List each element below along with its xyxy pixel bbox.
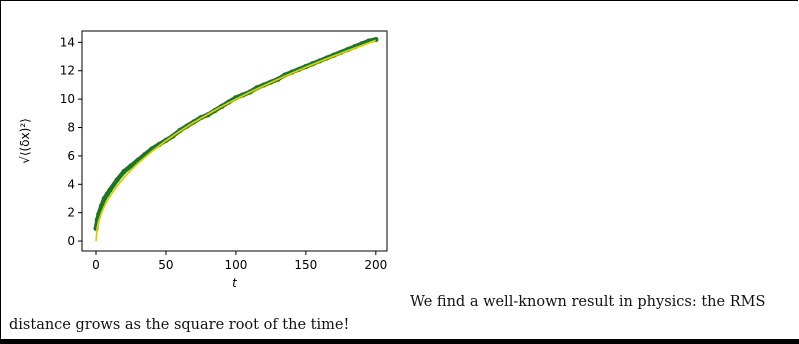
data-point	[98, 202, 105, 209]
x-axis-label: t	[232, 276, 238, 290]
rms-chart: 0 50 100 150 200 0 2 4 6 8 10 12 14 t √⟨(δx)²⟩	[18, 30, 388, 290]
paragraph-line-2: distance grows as the square root of the…	[9, 317, 350, 333]
rms-distance-figure: 0 50 100 150 200 0 2 4 6 8 10 12 14 t √⟨(δx)²⟩	[7, 1, 405, 291]
data-point	[114, 177, 120, 183]
x-tick-label: 150	[294, 258, 317, 272]
y-tick-label: 12	[60, 64, 75, 78]
bottom-rule	[0, 339, 799, 344]
series-0-trace	[93, 37, 379, 231]
series-1-fit-line	[95, 39, 377, 242]
x-tick-label: 200	[364, 258, 387, 272]
paragraph-line-1: We find a well-known result in physics: …	[410, 294, 766, 310]
data-point	[121, 168, 127, 175]
x-tick-label: 0	[92, 258, 100, 272]
y-tick-label: 8	[67, 121, 75, 135]
x-tick-label: 100	[224, 258, 247, 272]
y-axis-label: √⟨(δx)²⟩	[18, 118, 32, 164]
y-tick-label: 6	[67, 149, 75, 163]
data-point	[128, 163, 134, 169]
x-tick-label: 50	[158, 258, 173, 272]
data-point	[107, 187, 113, 193]
y-tick-label: 14	[60, 35, 75, 49]
y-tick-label: 2	[67, 206, 75, 220]
plot-frame	[81, 30, 388, 252]
y-tick-label: 4	[67, 177, 75, 191]
data-point	[104, 191, 110, 197]
data-point	[101, 195, 107, 202]
y-tick-label: 0	[67, 234, 75, 248]
y-tick-label: 10	[60, 92, 75, 106]
